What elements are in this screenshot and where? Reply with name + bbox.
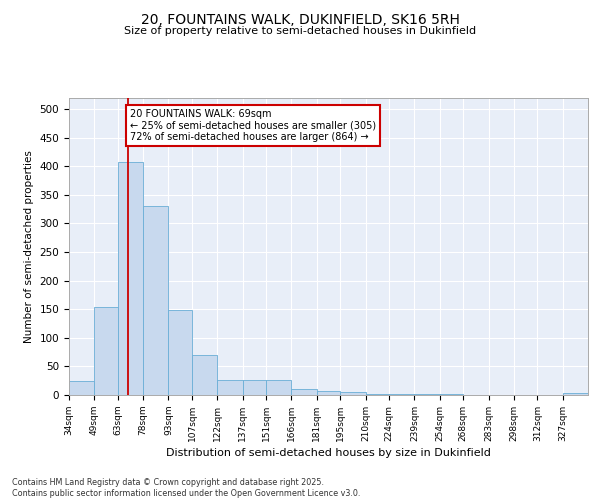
Bar: [440, 394, 463, 395]
Bar: [69, 380, 94, 395]
Bar: [365, 394, 389, 395]
Bar: [192, 355, 217, 395]
Bar: [563, 394, 588, 395]
Bar: [389, 394, 415, 395]
Bar: [415, 394, 440, 395]
Bar: [266, 380, 292, 395]
X-axis label: Distribution of semi-detached houses by size in Dukinfield: Distribution of semi-detached houses by …: [166, 448, 491, 458]
Text: 20, FOUNTAINS WALK, DUKINFIELD, SK16 5RH: 20, FOUNTAINS WALK, DUKINFIELD, SK16 5RH: [140, 12, 460, 26]
Bar: [118, 162, 143, 395]
Bar: [317, 391, 340, 395]
Bar: [242, 380, 266, 395]
Bar: [94, 308, 118, 395]
Text: Size of property relative to semi-detached houses in Dukinfield: Size of property relative to semi-detach…: [124, 26, 476, 36]
Bar: [292, 390, 317, 395]
Bar: [169, 310, 192, 395]
Bar: [143, 206, 169, 395]
Bar: [340, 392, 365, 395]
Text: Contains HM Land Registry data © Crown copyright and database right 2025.
Contai: Contains HM Land Registry data © Crown c…: [12, 478, 361, 498]
Bar: [217, 380, 242, 395]
Text: 20 FOUNTAINS WALK: 69sqm
← 25% of semi-detached houses are smaller (305)
72% of : 20 FOUNTAINS WALK: 69sqm ← 25% of semi-d…: [130, 109, 376, 142]
Y-axis label: Number of semi-detached properties: Number of semi-detached properties: [24, 150, 34, 342]
